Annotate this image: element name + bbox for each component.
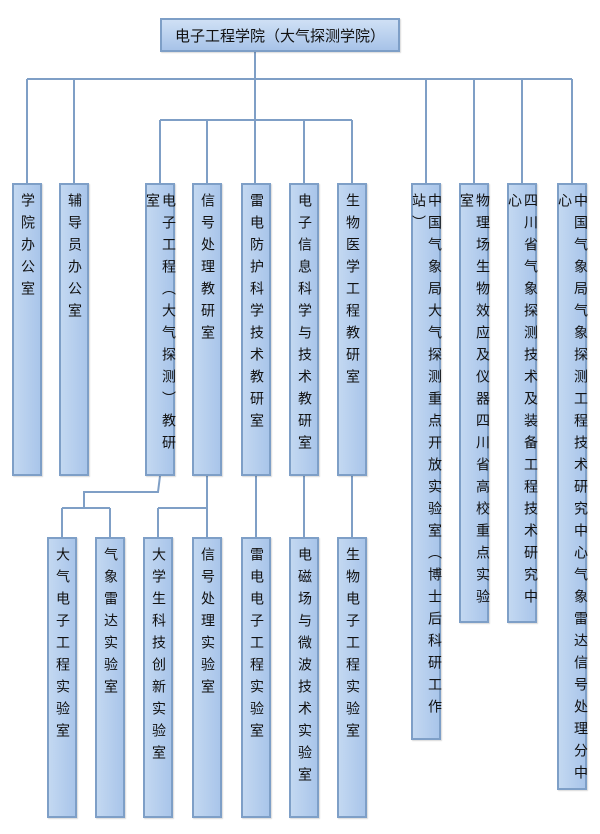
node-label: 信号处理实验室 bbox=[199, 547, 215, 701]
node-cma-atmospheric-lab: 中国气象局大气探测重点开放实验室（博士后科研工作站） bbox=[410, 183, 442, 740]
node-bioelectronics-lab: 生物电子工程实验室 bbox=[337, 537, 367, 818]
node-label: 电子信息科学与技术教研室 bbox=[296, 193, 312, 457]
node-cma-radar-center: 中国气象局气象探测工程技术研究中心气象雷达信号处理分中心 bbox=[556, 183, 588, 790]
node-label: 中国气象局大气探测重点开放实验室（博士后科研工作站） bbox=[410, 193, 442, 721]
node-label: 信号处理教研室 bbox=[199, 193, 215, 347]
node-label: 学院办公室 bbox=[19, 193, 35, 303]
node-sichuan-research-center: 四川省气象探测技术及装备工程技术研究中心 bbox=[506, 183, 538, 623]
node-lightning-protection-dept: 雷电防护科学技术教研室 bbox=[241, 183, 271, 476]
node-student-innovation-lab: 大学生科技创新实验室 bbox=[143, 537, 173, 818]
node-label: 电子工程（大气探测）教研室 bbox=[144, 193, 176, 457]
node-label: 大学生科技创新实验室 bbox=[150, 547, 166, 767]
node-label: 生物医学工程教研室 bbox=[344, 193, 360, 391]
node-biomedical-dept: 生物医学工程教研室 bbox=[337, 183, 367, 476]
node-electronic-info-dept: 电子信息科学与技术教研室 bbox=[289, 183, 319, 476]
node-microwave-lab: 电磁场与微波技术实验室 bbox=[289, 537, 319, 818]
node-label: 辅导员办公室 bbox=[66, 193, 82, 325]
node-signal-processing-lab: 信号处理实验室 bbox=[192, 537, 222, 818]
node-lightning-electronics-lab: 雷电电子工程实验室 bbox=[241, 537, 271, 818]
root-node-college: 电子工程学院（大气探测学院） bbox=[160, 18, 400, 52]
node-atmospheric-electronics-lab: 大气电子工程实验室 bbox=[47, 537, 77, 818]
node-label: 气象雷达实验室 bbox=[102, 547, 118, 701]
node-label: 雷电电子工程实验室 bbox=[248, 547, 264, 745]
node-counselor-office: 辅导员办公室 bbox=[59, 183, 89, 476]
node-label: 中国气象局气象探测工程技术研究中心气象雷达信号处理分中心 bbox=[556, 193, 588, 787]
node-label: 电磁场与微波技术实验室 bbox=[296, 547, 312, 789]
node-physical-field-lab: 物理场生物效应及仪器四川省高校重点实验室 bbox=[458, 183, 490, 623]
node-label: 生物电子工程实验室 bbox=[344, 547, 360, 745]
node-weather-radar-lab: 气象雷达实验室 bbox=[95, 537, 125, 818]
node-label: 物理场生物效应及仪器四川省高校重点实验室 bbox=[458, 193, 490, 611]
node-signal-processing-dept: 信号处理教研室 bbox=[192, 183, 222, 476]
node-electronic-engineering-dept: 电子工程（大气探测）教研室 bbox=[144, 183, 176, 476]
node-label: 雷电防护科学技术教研室 bbox=[248, 193, 264, 435]
node-label: 四川省气象探测技术及装备工程技术研究中心 bbox=[506, 193, 538, 611]
node-college-office: 学院办公室 bbox=[12, 183, 42, 476]
node-label: 大气电子工程实验室 bbox=[54, 547, 70, 745]
root-label: 电子工程学院（大气探测学院） bbox=[174, 26, 385, 45]
